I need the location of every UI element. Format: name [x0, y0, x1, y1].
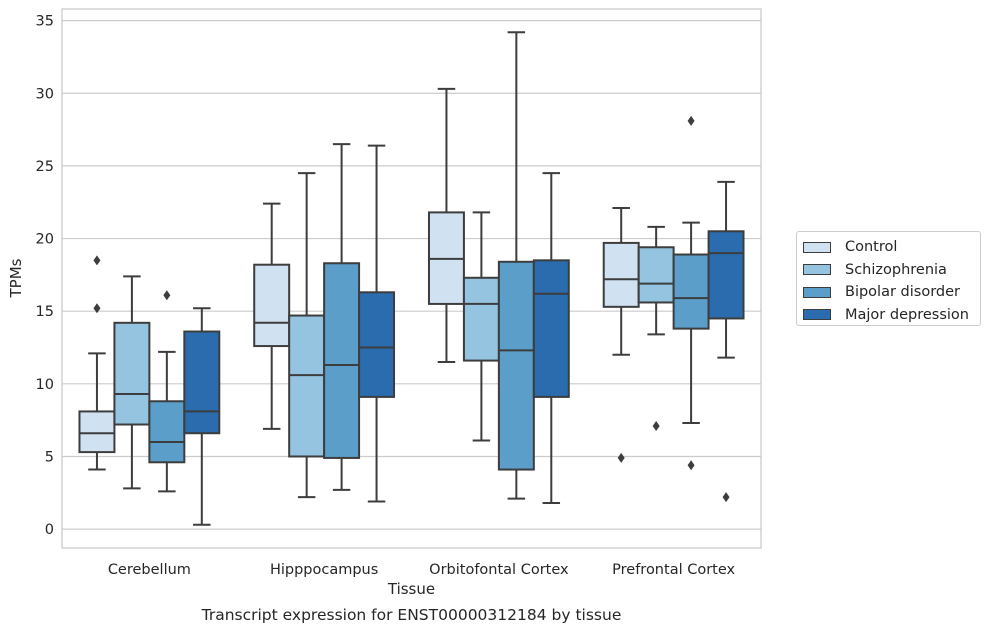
- legend-item: Schizophrenia: [803, 259, 980, 282]
- box-plot-item: [288, 172, 326, 499]
- iqr-box: [148, 400, 186, 464]
- y-tick-label: 15: [36, 304, 54, 320]
- iqr-box: [78, 410, 116, 454]
- y-tick-labels: 0 5 10 15 20 25 30 35: [36, 14, 54, 538]
- legend-label: Bipolar disorder: [845, 284, 960, 301]
- iqr-box: [672, 253, 710, 330]
- box-plot-item: [637, 225, 675, 431]
- legend-item: Control: [803, 236, 980, 259]
- outlier-point: [687, 115, 695, 126]
- box-plot-item: [323, 143, 361, 491]
- legend-item: Major depression: [803, 304, 980, 327]
- iqr-box: [637, 246, 675, 304]
- iqr-box: [707, 230, 745, 320]
- legend: Control Schizophrenia Bipolar disorder Majo…: [796, 231, 981, 326]
- x-tick-label: Hipppocampus: [270, 562, 378, 578]
- box-plot-item: [602, 207, 640, 463]
- legend-label: Control: [845, 239, 898, 256]
- boxes: [78, 31, 745, 526]
- box-plot-item: [113, 275, 151, 490]
- legend-item: Bipolar disorder: [803, 281, 980, 304]
- iqr-box: [497, 260, 535, 471]
- iqr-box: [462, 276, 500, 362]
- y-tick-label: 10: [36, 377, 54, 393]
- box-plot-item: [532, 172, 570, 504]
- x-tick-label: Cerebellum: [108, 562, 191, 578]
- outlier-point: [93, 255, 101, 266]
- outlier-point: [687, 460, 695, 471]
- x-tick-label: Orbitofontal Cortex: [429, 562, 569, 578]
- iqr-box: [183, 330, 221, 435]
- iqr-box: [532, 259, 570, 398]
- outlier-point: [617, 452, 625, 463]
- legend-swatch: [803, 286, 831, 298]
- box-plot-item: [707, 180, 745, 503]
- outlier-point: [652, 420, 660, 431]
- iqr-box: [323, 262, 361, 459]
- legend-swatch: [803, 309, 831, 321]
- y-tick-label: 35: [36, 14, 54, 30]
- chart-caption: Transcript expression for ENST0000031218…: [201, 606, 622, 624]
- x-tick-label: Prefrontal Cortex: [612, 562, 735, 578]
- box-plot-item: [462, 211, 500, 442]
- iqr-box: [113, 321, 151, 426]
- legend-swatch: [803, 264, 831, 276]
- iqr-box: [602, 241, 640, 308]
- box-plot-item: [183, 307, 221, 526]
- box-plot-item: [497, 31, 535, 500]
- y-tick-label: 5: [45, 449, 54, 465]
- legend-label: Major depression: [845, 306, 969, 323]
- x-tick-labels: Cerebellum Hipppocampus Orbitofontal Corte…: [108, 562, 736, 578]
- outlier-point: [722, 492, 730, 503]
- box-plot-item: [672, 115, 710, 471]
- x-axis-label: Tissue: [387, 580, 435, 598]
- box-plot-item: [78, 255, 116, 471]
- box-plot-item: [427, 87, 465, 364]
- y-tick-label: 0: [45, 522, 54, 538]
- outlier-point: [163, 290, 171, 301]
- y-tick-label: 30: [36, 86, 54, 102]
- box-plot-item: [358, 144, 396, 503]
- legend-label: Schizophrenia: [845, 261, 947, 278]
- iqr-box: [288, 314, 326, 458]
- y-tick-label: 25: [36, 159, 54, 175]
- outlier-point: [93, 303, 101, 314]
- iqr-box: [253, 263, 291, 348]
- box-plot-item: [253, 202, 291, 430]
- y-tick-label: 20: [36, 232, 54, 248]
- iqr-box: [358, 291, 396, 398]
- legend-swatch: [803, 241, 831, 253]
- y-axis-label: TPMs: [7, 258, 25, 298]
